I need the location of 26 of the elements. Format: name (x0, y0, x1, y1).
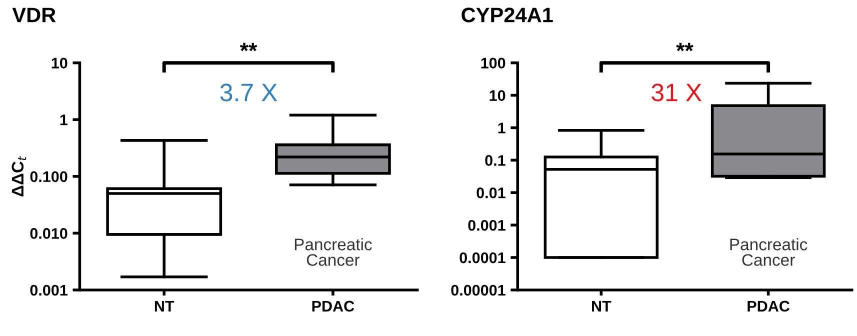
annotation: 3.7 X (220, 84, 278, 102)
y-tick-label: 10 (490, 90, 506, 101)
annotation: Pancreatic Cancer (730, 238, 808, 266)
x-tick-label: PDAC (748, 300, 790, 312)
annotation: Pancreatic Cancer (294, 238, 372, 266)
chart-title: VDR (12, 8, 56, 22)
chart-title: CYP24A1 (462, 8, 553, 22)
annotation: 31 X (652, 84, 702, 102)
y-tick-label: 0.001 (468, 220, 506, 231)
y-axis-title: ΔΔC$_{t}$ (12, 156, 26, 196)
y-tick-label: 0.010 (30, 228, 68, 239)
y-tick-label: 100 (481, 58, 506, 69)
y-tick-label: 0.1 (485, 155, 506, 166)
x-tick-label: PDAC (312, 300, 354, 312)
y-tick-label: 10 (52, 58, 68, 69)
text: ** (240, 42, 258, 52)
y-tick-label: 0.00001 (451, 284, 506, 296)
x-tick-label: NT (592, 300, 612, 312)
y-tick-label: 1 (60, 114, 68, 126)
y-tick-label: 0.01 (476, 187, 506, 198)
x-tick-label: NT (154, 300, 174, 312)
y-tick-label: 0.001 (30, 284, 68, 296)
y-tick-label: 1 (498, 122, 506, 134)
y-tick-label: 0.100 (30, 171, 68, 182)
text: ** (676, 42, 694, 52)
y-tick-label: 0.0001 (460, 252, 506, 264)
